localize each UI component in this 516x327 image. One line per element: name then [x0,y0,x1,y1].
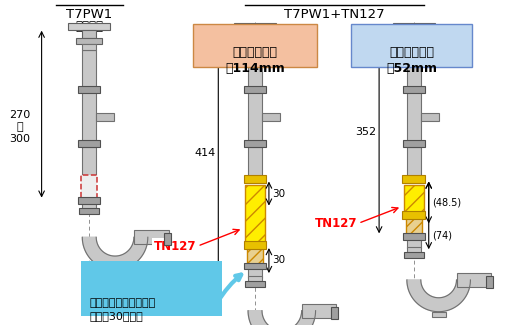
Text: T7PW1+TN127: T7PW1+TN127 [284,8,385,21]
Bar [69,23,110,30]
Bar [432,312,446,317]
Bar [244,241,266,249]
Bar [78,141,100,147]
Bar [248,50,262,89]
Bar [79,208,99,215]
Bar [403,141,425,147]
Text: (48.5): (48.5) [432,198,461,208]
Bar [403,86,425,93]
Bar [245,185,265,243]
Bar [83,30,96,38]
Bar [108,270,122,275]
Bar [164,233,171,245]
FancyBboxPatch shape [194,24,316,67]
Bar [248,92,262,144]
Bar [83,147,96,177]
Bar [244,141,266,147]
Text: 30: 30 [272,189,285,198]
Bar [404,252,424,258]
Bar [401,38,427,44]
Bar [234,23,276,30]
Bar [421,113,439,121]
Bar [244,86,266,93]
Bar [407,238,421,248]
Bar [407,44,421,50]
Bar [407,92,421,144]
Text: T7PW1: T7PW1 [66,8,112,21]
Bar [407,30,421,38]
Bar [248,147,262,177]
Bar [402,175,425,183]
Bar [248,268,262,278]
Bar [393,23,434,30]
Bar [331,307,338,318]
Text: 挿し込み代の最低必要
寸法は30㎜です: 挿し込み代の最低必要 寸法は30㎜です [89,298,155,321]
Bar [244,175,266,183]
Bar [247,244,263,265]
Text: 414: 414 [194,148,215,158]
Polygon shape [83,237,148,270]
Bar [248,44,262,50]
Bar [134,230,169,244]
Bar [406,215,422,235]
Bar [78,86,100,93]
Text: TN127: TN127 [315,217,357,230]
Text: 【延長最小】
＋52mm: 【延長最小】 ＋52mm [386,46,438,75]
Bar [83,44,96,50]
Polygon shape [407,280,471,312]
Bar [302,304,336,318]
Bar [407,50,421,89]
Bar [245,281,265,287]
Text: TN127: TN127 [154,240,197,253]
Text: 270
～
300: 270 ～ 300 [9,111,30,144]
Bar [83,92,96,144]
Polygon shape [248,311,316,327]
Bar [407,147,421,177]
Bar [457,273,491,287]
Bar [404,185,424,214]
Bar [76,38,102,44]
Bar [83,203,96,212]
Bar [248,276,262,284]
Bar [244,263,266,269]
FancyBboxPatch shape [82,261,222,316]
Bar [403,233,425,240]
Text: 【標準】: 【標準】 [75,20,103,33]
Bar [402,212,425,219]
Text: 【延長最大】
＋114mm: 【延長最大】 ＋114mm [225,46,285,75]
Bar [262,113,280,121]
Bar [83,50,96,89]
Bar [407,247,421,255]
Bar [242,38,268,44]
Text: 352: 352 [355,127,376,137]
Bar [96,113,114,121]
Text: 30: 30 [272,255,285,265]
FancyBboxPatch shape [351,24,473,67]
Bar [486,276,493,288]
Bar [248,30,262,38]
Bar [82,175,97,198]
Bar [78,197,100,204]
Text: (74): (74) [432,230,452,240]
